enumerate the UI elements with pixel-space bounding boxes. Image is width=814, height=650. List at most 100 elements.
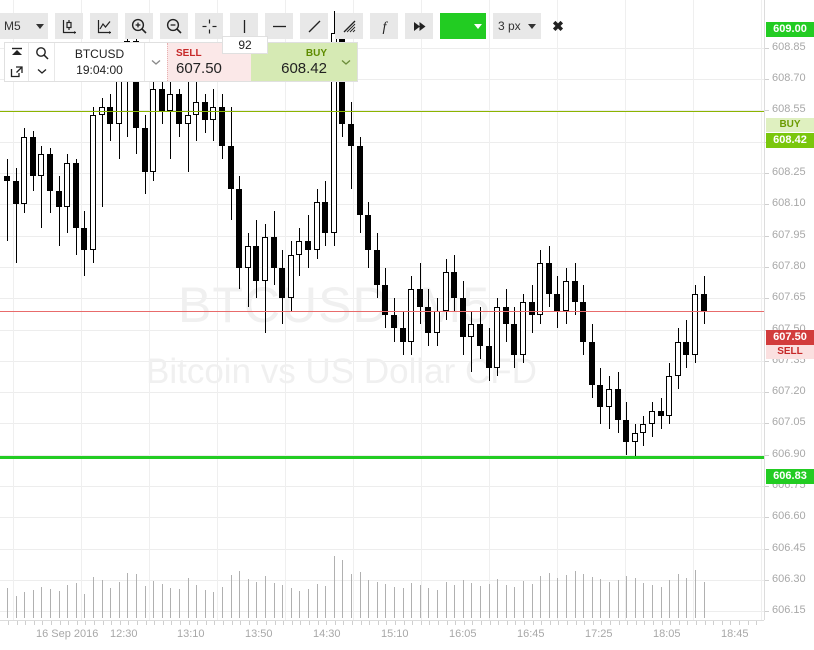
line-width-selector[interactable]: 3 px	[493, 13, 541, 39]
time-tick	[429, 621, 431, 625]
quote-symbol-column[interactable]: BTCUSD 19:04:00	[55, 43, 145, 81]
candle-bearish	[30, 137, 36, 177]
price-tick-label: 606.30	[772, 573, 806, 585]
time-tick	[51, 621, 52, 625]
price-tick	[765, 110, 769, 111]
fast-forward-icon[interactable]	[405, 13, 433, 39]
candle-wick	[188, 54, 189, 172]
volume-bar	[540, 576, 541, 618]
zoom-out-icon[interactable]	[160, 13, 188, 39]
tag-sup[interactable]: 606.83	[766, 469, 814, 484]
time-tick	[317, 621, 319, 625]
timeframe-selector[interactable]: M5	[0, 13, 48, 39]
price-tick-label: 607.80	[772, 260, 806, 272]
gridline-horizontal	[0, 455, 764, 456]
candle-wick	[16, 167, 17, 264]
volume-bar	[282, 585, 283, 618]
sell-dropdown-toggle[interactable]	[145, 43, 167, 81]
candle-bearish	[305, 241, 311, 251]
price-tick-label: 607.20	[772, 385, 806, 397]
support-line[interactable]	[0, 455, 764, 459]
time-tick	[8, 621, 9, 625]
volume-bar	[480, 586, 481, 618]
search-icon[interactable]	[35, 44, 49, 62]
chart-plot-area[interactable]: BTCUSD, M5 Bitcoin vs US Dollar CFD	[0, 0, 764, 650]
time-tick	[515, 621, 517, 625]
candle-bearish	[271, 237, 277, 268]
vertical-line-icon[interactable]	[230, 13, 258, 39]
time-tick	[42, 621, 44, 625]
function-icon[interactable]: f	[370, 13, 398, 39]
time-tick	[68, 621, 70, 625]
candle-bearish	[142, 128, 148, 172]
quote-panel[interactable]: BTCUSD 19:04:00 SELL 607.50 BUY 608.42	[4, 42, 358, 82]
volume-bar	[471, 583, 472, 618]
tag-sell[interactable]: 607.50	[766, 330, 814, 345]
time-tick	[472, 621, 474, 625]
candle-wick	[308, 215, 309, 268]
crosshair-icon[interactable]	[195, 13, 223, 39]
time-tick	[498, 621, 500, 625]
candle-bullish	[210, 106, 216, 120]
time-tick	[352, 621, 353, 625]
time-tick	[558, 621, 560, 625]
volume-bar	[403, 588, 404, 618]
time-tick	[739, 621, 740, 625]
time-tick	[94, 621, 95, 625]
buy-button[interactable]: BUY 608.42	[251, 43, 335, 81]
time-tick-label: 18:45	[721, 628, 749, 640]
candle-bearish	[546, 263, 552, 294]
candle-bearish	[503, 306, 509, 325]
candle-bearish	[477, 324, 483, 346]
sell-label: SELL	[176, 47, 202, 59]
chevron-down-icon[interactable]	[36, 62, 48, 80]
indicators-icon[interactable]	[90, 13, 118, 39]
volume-bar	[342, 560, 343, 618]
popout-icon[interactable]	[10, 62, 24, 80]
pin-icon[interactable]	[10, 44, 24, 62]
gridline-horizontal	[0, 236, 764, 237]
price-tick-label: 606.45	[772, 542, 806, 554]
trendline-icon[interactable]	[300, 13, 328, 39]
time-tick	[128, 621, 130, 625]
candle-bullish	[563, 280, 569, 312]
volume-bar	[110, 588, 111, 618]
volume-bar	[153, 581, 154, 618]
buy-dropdown-toggle[interactable]	[335, 43, 357, 81]
channel-icon[interactable]	[335, 13, 363, 39]
candle-bearish	[365, 215, 371, 251]
chart-settings-icon[interactable]	[55, 13, 83, 39]
candle-bearish	[374, 250, 380, 285]
candle-bearish	[701, 293, 707, 312]
time-tick	[76, 621, 78, 625]
candle-bearish	[529, 302, 535, 316]
volume-bar	[454, 585, 455, 618]
line-color-picker[interactable]	[440, 13, 486, 39]
chevron-down-icon	[151, 60, 161, 65]
candle-bullish	[408, 289, 414, 342]
zoom-in-icon[interactable]	[125, 13, 153, 39]
volume-bar	[506, 585, 507, 618]
close-toolbar-button[interactable]: ✖	[552, 17, 564, 34]
chart-toolbar[interactable]: M5	[0, 12, 575, 40]
candle-bullish	[64, 163, 70, 207]
time-tick	[162, 621, 164, 625]
horizontal-line-icon[interactable]	[265, 13, 293, 39]
time-tick	[412, 621, 414, 625]
candle-bullish	[314, 202, 320, 251]
volume-bar	[592, 577, 593, 618]
tag-buy[interactable]: 608.42	[766, 133, 814, 148]
time-tick	[713, 621, 715, 625]
gridline-horizontal	[0, 48, 764, 49]
time-scale[interactable]: 16 Sep 2016 12:30 13:10 13:50 14:30 15:10 16:0…	[0, 620, 764, 650]
badge-sell: SELL	[766, 345, 814, 359]
volume-bar	[661, 587, 662, 618]
volume-bar	[351, 574, 352, 618]
candle-bullish	[692, 293, 698, 355]
buy-price-line	[0, 110, 764, 112]
candle-bearish	[511, 324, 517, 355]
price-scale[interactable]: 608.85608.70608.55608.40608.25608.10607.…	[764, 0, 814, 650]
tag-res[interactable]: 609.00	[766, 22, 814, 37]
time-tick	[438, 621, 439, 625]
buy-price: 608.42	[281, 59, 327, 77]
